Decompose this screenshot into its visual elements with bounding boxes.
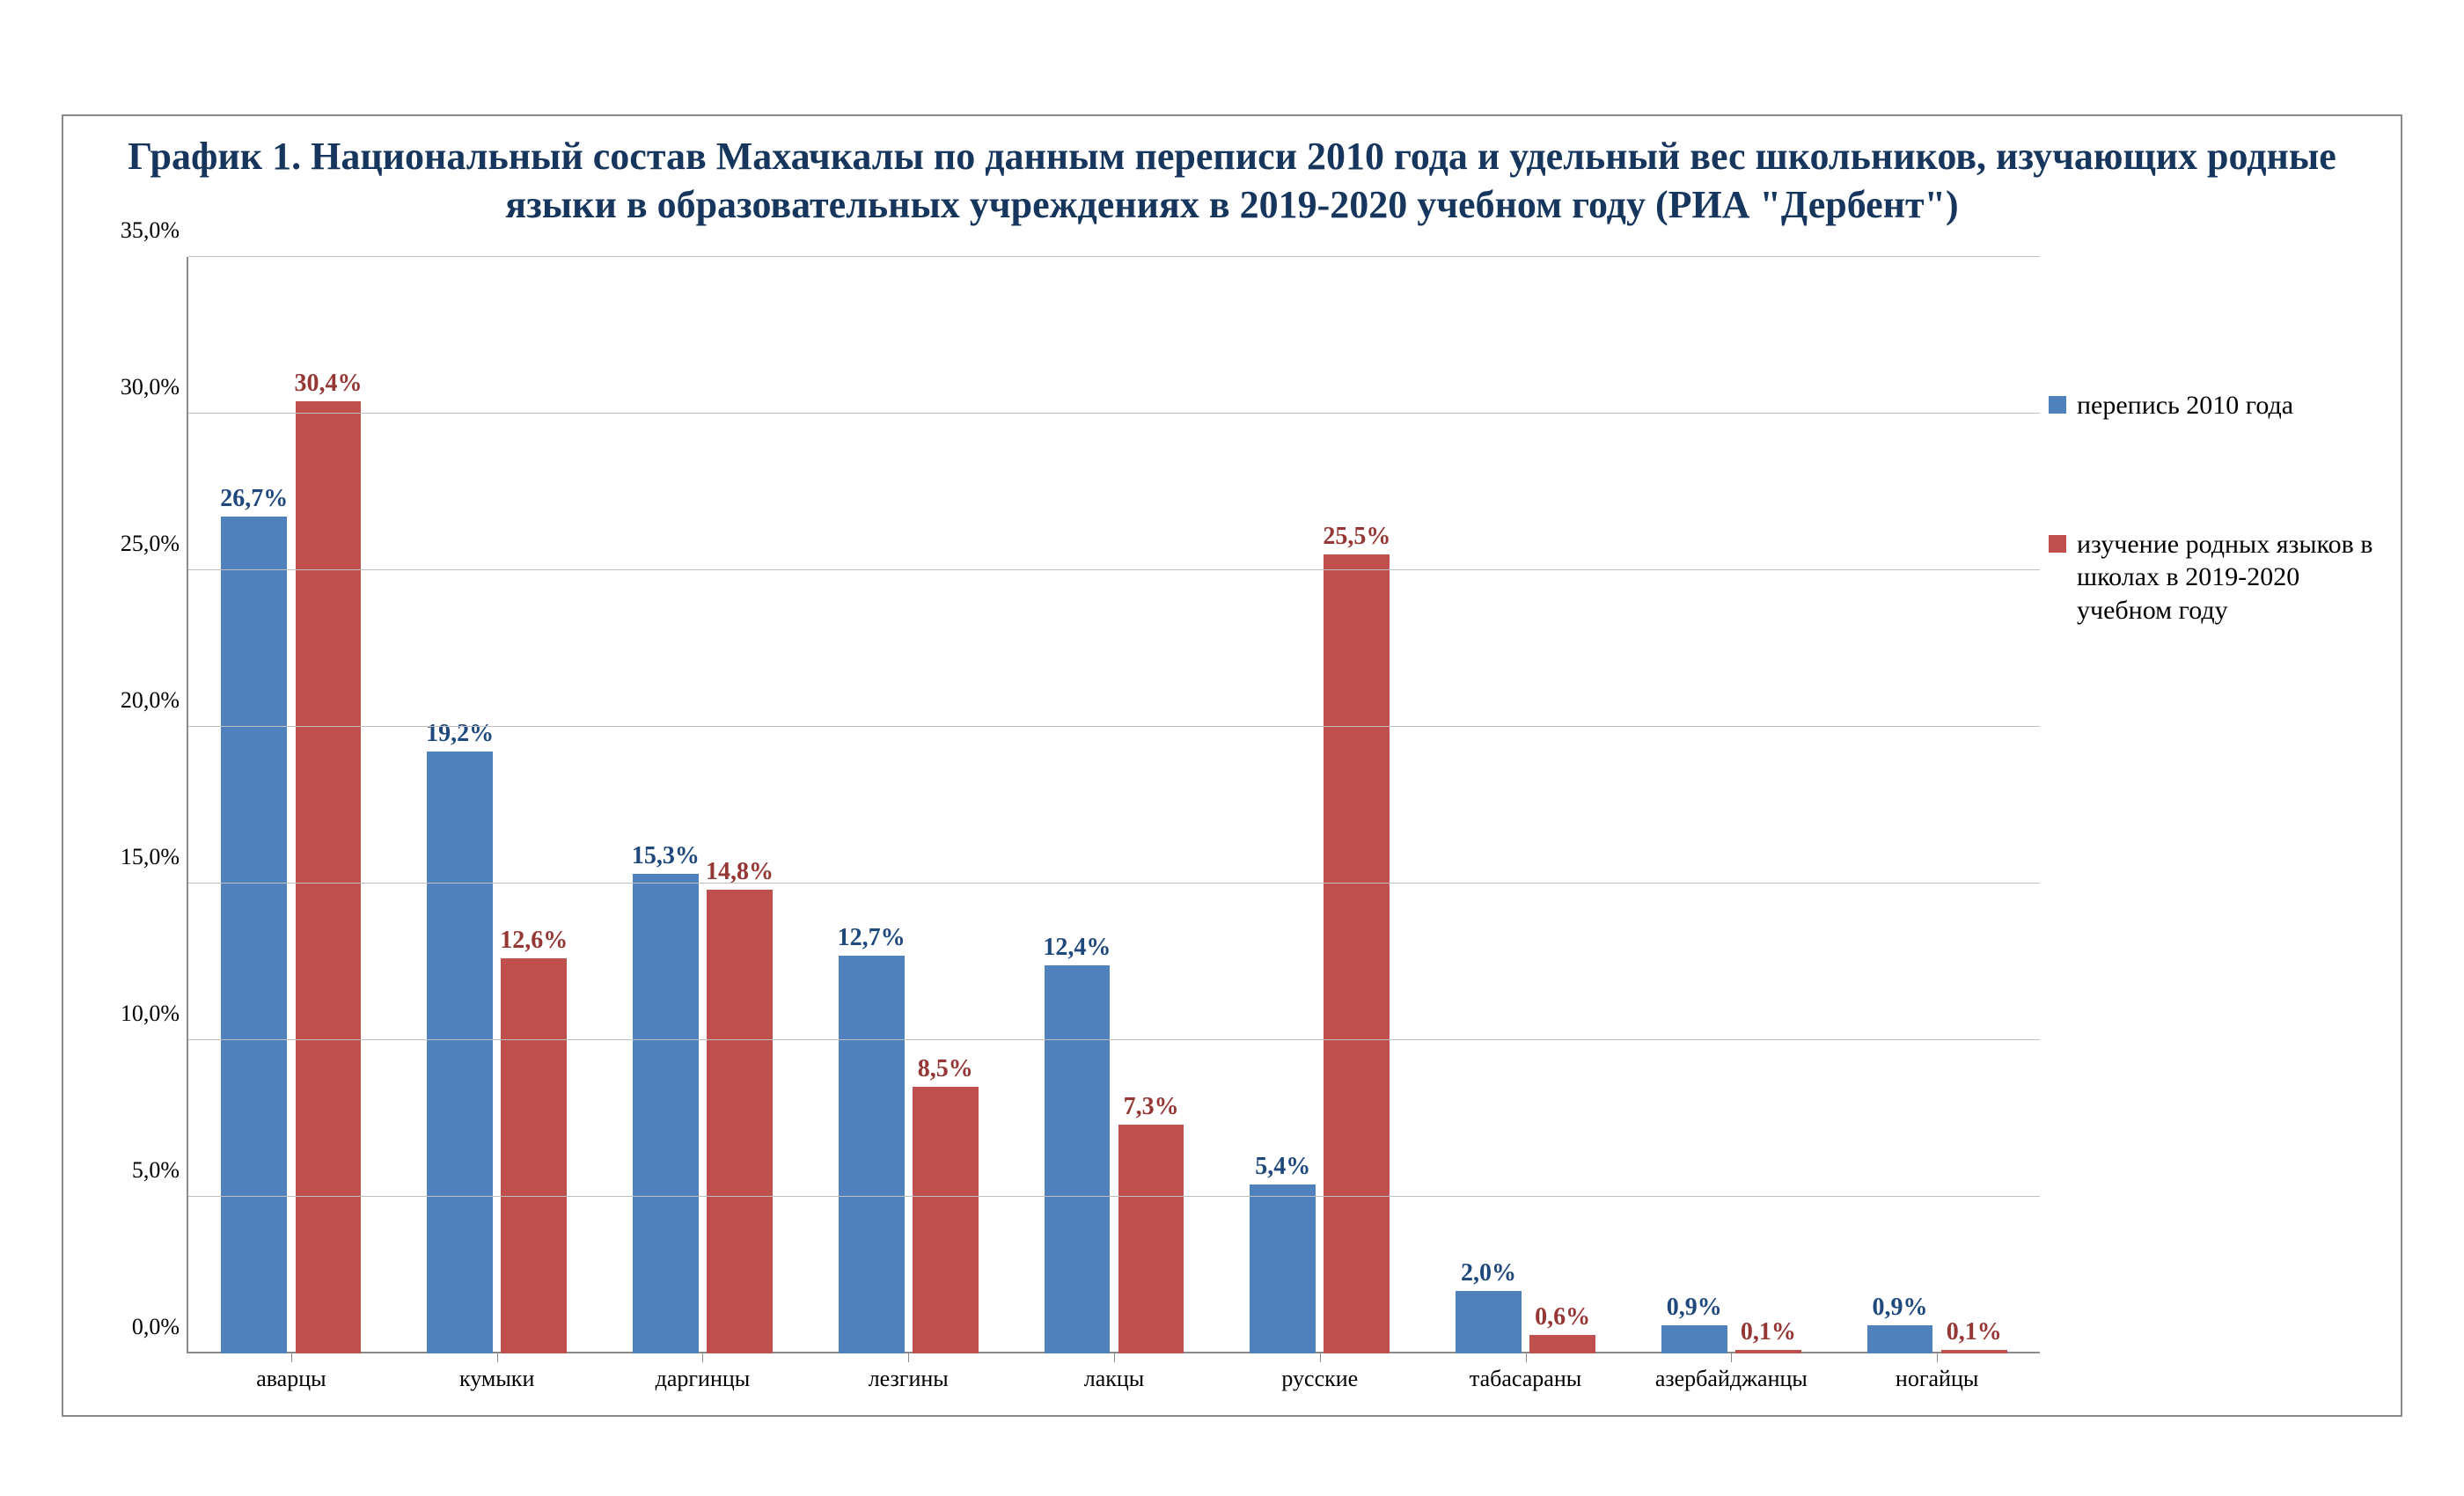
plot-wrap: перепись 2010 года изучение родных языко… <box>90 257 2392 1406</box>
bar-data-label: 12,7% <box>825 924 918 956</box>
category-group: 5,4%25,5% <box>1217 257 1423 1353</box>
x-axis-category-label: русские <box>1217 1353 1423 1406</box>
x-axis-category-label: лакцы <box>1011 1353 1217 1406</box>
grid-line <box>188 1039 2040 1040</box>
grid-line <box>188 256 2040 257</box>
bar-data-label: 19,2% <box>414 720 506 752</box>
legend-item-series-1: перепись 2010 года <box>2049 389 2383 422</box>
bar-data-label: 0,1% <box>1722 1318 1815 1350</box>
y-tick-label: 5,0% <box>132 1157 180 1184</box>
bar-series-1: 12,7% <box>839 956 905 1353</box>
grid-line <box>188 413 2040 414</box>
bar-data-label: 12,4% <box>1031 934 1124 965</box>
plot-area: 26,7%30,4%19,2%12,6%15,3%14,8%12,7%8,5%1… <box>188 257 2040 1353</box>
x-axis-category-label: ногайцы <box>1834 1353 2040 1406</box>
bar-series-2: 14,8% <box>707 890 773 1353</box>
bar-data-label: 0,1% <box>1928 1318 2020 1350</box>
category-group: 19,2%12,6% <box>394 257 600 1353</box>
bar-series-2: 12,6% <box>501 958 567 1353</box>
x-axis-category-label: табасараны <box>1423 1353 1629 1406</box>
y-tick-label: 25,0% <box>121 531 180 557</box>
bar-data-label: 30,4% <box>282 370 375 401</box>
page: График 1. Национальный состав Махачкалы … <box>0 0 2464 1496</box>
category-group: 2,0%0,6% <box>1423 257 1629 1353</box>
bar-data-label: 8,5% <box>899 1055 992 1087</box>
y-tick-label: 0,0% <box>132 1314 180 1340</box>
bar-series-2: 25,5% <box>1324 554 1390 1353</box>
y-tick-label: 30,0% <box>121 374 180 400</box>
bar-data-label: 5,4% <box>1236 1153 1329 1184</box>
bar-series-1: 19,2% <box>427 752 493 1353</box>
x-axis-category-label: лезгины <box>805 1353 1011 1406</box>
legend: перепись 2010 года изучение родных языко… <box>2049 389 2383 732</box>
grid-line <box>188 569 2040 570</box>
bar-series-1: 0,9% <box>1661 1325 1727 1353</box>
grid-line <box>188 726 2040 727</box>
bar-series-1: 2,0% <box>1456 1291 1522 1353</box>
legend-label-series-2: изучение родных языков в школах в 2019-2… <box>2077 528 2383 627</box>
bar-series-2: 8,5% <box>913 1087 979 1353</box>
x-axis-labels: аварцыкумыкидаргинцылезгинылакцырусскиет… <box>188 1353 2040 1406</box>
bar-series-2: 7,3% <box>1118 1125 1184 1353</box>
y-tick-label: 15,0% <box>121 844 180 870</box>
legend-item-series-2: изучение родных языков в школах в 2019-2… <box>2049 528 2383 627</box>
y-tick-label: 35,0% <box>121 217 180 244</box>
bar-data-label: 0,6% <box>1516 1303 1609 1335</box>
x-axis-category-label: кумыки <box>394 1353 600 1406</box>
bar-series-2: 30,4% <box>296 401 362 1353</box>
x-axis-category-label: азербайджанцы <box>1628 1353 1834 1406</box>
bar-data-label: 14,8% <box>693 858 786 890</box>
bar-series-1: 5,4% <box>1250 1184 1316 1353</box>
x-axis-category-label: аварцы <box>188 1353 394 1406</box>
bar-data-label: 12,6% <box>488 927 580 958</box>
bar-series-1: 0,9% <box>1867 1325 1933 1353</box>
category-group: 12,4%7,3% <box>1011 257 1217 1353</box>
y-axis: 0,0%5,0%10,0%15,0%20,0%25,0%30,0%35,0% <box>90 257 187 1353</box>
legend-label-series-1: перепись 2010 года <box>2077 389 2383 422</box>
grid-line <box>188 1196 2040 1197</box>
bar-series-1: 15,3% <box>633 874 699 1353</box>
category-group: 0,9%0,1% <box>1834 257 2040 1353</box>
y-tick-label: 10,0% <box>121 1001 180 1027</box>
bar-data-label: 2,0% <box>1442 1259 1535 1291</box>
category-group: 0,9%0,1% <box>1628 257 1834 1353</box>
category-group: 26,7%30,4% <box>188 257 394 1353</box>
category-group: 12,7%8,5% <box>805 257 1011 1353</box>
grid-line <box>188 883 2040 884</box>
bar-data-label: 25,5% <box>1311 523 1404 554</box>
category-group: 15,3%14,8% <box>600 257 806 1353</box>
legend-swatch-series-2 <box>2049 535 2066 553</box>
chart-title: График 1. Национальный состав Махачкалы … <box>116 132 2348 229</box>
legend-swatch-series-1 <box>2049 396 2066 414</box>
bar-data-label: 7,3% <box>1105 1093 1198 1125</box>
chart-frame: График 1. Национальный состав Махачкалы … <box>62 114 2402 1417</box>
bar-series-1: 26,7% <box>221 517 287 1353</box>
x-axis-category-label: даргинцы <box>600 1353 806 1406</box>
categories: 26,7%30,4%19,2%12,6%15,3%14,8%12,7%8,5%1… <box>188 257 2040 1353</box>
y-tick-label: 20,0% <box>121 687 180 714</box>
bar-series-1: 12,4% <box>1045 965 1111 1353</box>
bar-data-label: 26,7% <box>208 485 300 517</box>
bar-series-2: 0,6% <box>1529 1335 1595 1353</box>
